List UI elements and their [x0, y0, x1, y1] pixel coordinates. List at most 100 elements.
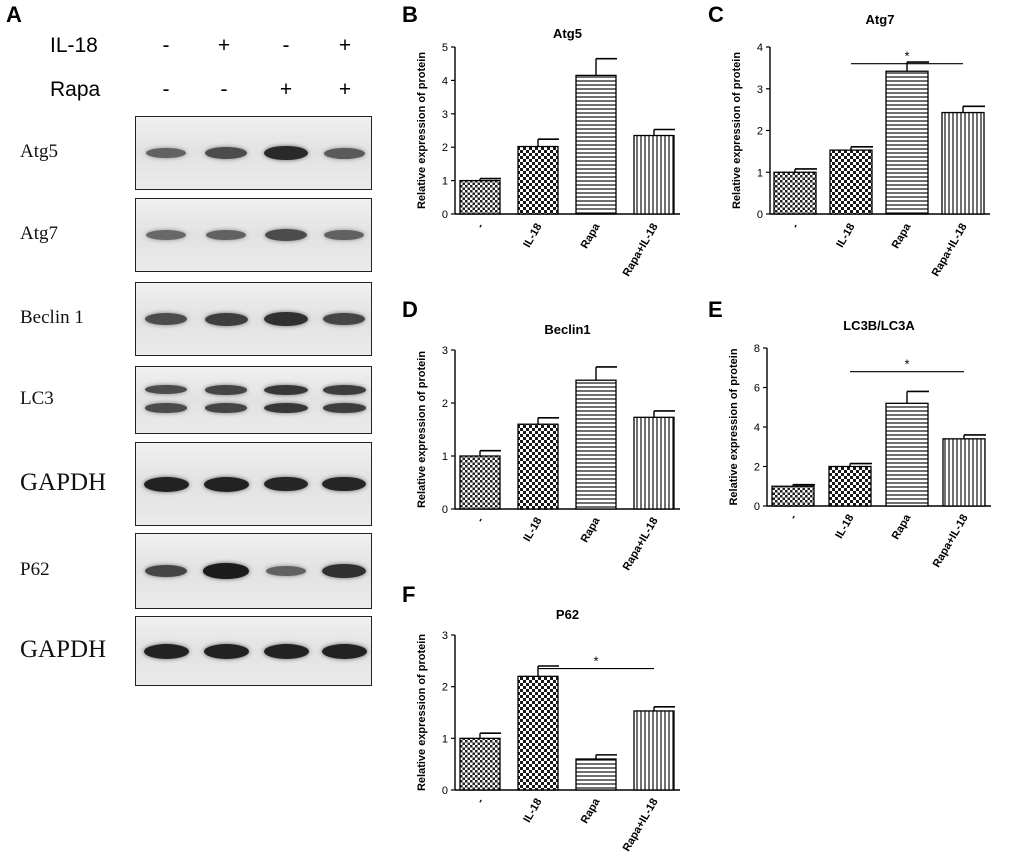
treatment-sign: +	[279, 78, 293, 101]
blot-band	[323, 229, 365, 241]
beclin1-bar-chart: Beclin1 Relative expression of protein 0 1 2…	[416, 322, 680, 573]
x-tick-label: IL-18	[521, 222, 544, 250]
blot-band	[145, 147, 187, 159]
blot-band	[205, 147, 247, 159]
treatment-sign: -	[282, 34, 290, 57]
x-tick-label: IL-18	[834, 222, 857, 250]
panel-d-letter: D	[402, 297, 418, 322]
blot-band	[265, 565, 307, 577]
x-tick-label: Rapa	[579, 515, 603, 545]
blot-band	[264, 384, 308, 395]
bar	[633, 416, 675, 510]
bar	[885, 402, 929, 507]
blot-band	[264, 312, 308, 326]
x-tick-label: IL-18	[521, 516, 544, 544]
y-tick-label: 1	[757, 167, 763, 179]
blot-band	[321, 476, 367, 492]
bar	[885, 70, 929, 215]
chart-title: Beclin1	[544, 322, 590, 337]
blot-band	[145, 403, 187, 413]
blot-band	[322, 312, 366, 326]
x-tick-label: -	[474, 515, 486, 524]
x-tick-label: Rapa	[890, 512, 914, 542]
x-tick-label: -	[787, 512, 799, 521]
y-tick-label: 0	[757, 209, 763, 221]
significance-star: *	[904, 49, 909, 64]
y-tick-label: 4	[757, 42, 763, 54]
significance-star: *	[593, 654, 598, 669]
significance-star: *	[904, 357, 909, 372]
blot-band	[322, 384, 366, 395]
y-axis-label: Relative expression of protein	[416, 634, 428, 791]
y-tick-label: 3	[757, 84, 763, 96]
y-tick-label: 2	[757, 126, 763, 138]
bar	[575, 379, 617, 510]
blot-band	[263, 476, 309, 492]
blot-band	[146, 230, 186, 240]
treatment-sign: +	[338, 78, 352, 101]
y-tick-label: 4	[754, 422, 760, 434]
blot-band	[204, 403, 248, 413]
bar	[459, 179, 501, 215]
y-tick-label: 1	[442, 733, 448, 745]
x-tick-label: IL-18	[833, 513, 856, 541]
bar	[828, 465, 872, 507]
blot-band	[323, 147, 365, 159]
bar	[517, 423, 559, 510]
x-tick-label: -	[789, 221, 801, 230]
blot-band	[204, 385, 248, 395]
treatment-sign: -	[162, 34, 170, 57]
panel-f-letter: F	[402, 582, 416, 607]
y-tick-label: 0	[754, 501, 760, 513]
blot-band	[205, 229, 247, 241]
bar	[941, 111, 985, 215]
blot-band	[144, 564, 188, 578]
blot-band	[143, 643, 189, 659]
y-tick-label: 6	[754, 383, 760, 395]
panel-c-letter: C	[708, 2, 724, 27]
bar	[773, 171, 817, 215]
blot-band	[321, 643, 367, 659]
blot-band	[322, 564, 366, 578]
bar	[575, 74, 617, 215]
x-tick-label: Rapa	[890, 221, 914, 251]
blot-label: Beclin 1	[20, 307, 84, 329]
bar	[633, 710, 675, 791]
y-axis-label: Relative expression of protein	[416, 351, 428, 508]
blot-band	[263, 145, 309, 161]
x-tick-label: Rapa+IL-18	[621, 516, 661, 573]
blot-band	[203, 476, 249, 492]
blot-label: LC3	[20, 388, 54, 410]
chart-title: P62	[556, 607, 579, 622]
blot-band	[263, 643, 309, 659]
blot-band	[203, 563, 249, 579]
y-tick-label: 0	[442, 209, 448, 221]
x-tick-label: Rapa+IL-18	[621, 797, 661, 854]
bar	[517, 145, 559, 215]
blot-band	[145, 313, 187, 325]
chart-title: Atg5	[553, 26, 582, 41]
x-tick-label: IL-18	[521, 797, 544, 825]
blot-band	[204, 312, 248, 326]
blot-band	[322, 403, 366, 414]
blot-band	[265, 229, 307, 241]
blot-label: Atg7	[20, 223, 58, 245]
x-tick-label: -	[474, 796, 486, 805]
y-tick-label: 2	[442, 398, 448, 410]
x-tick-label: Rapa+IL-18	[931, 513, 971, 570]
y-tick-label: 2	[754, 462, 760, 474]
bar	[829, 149, 873, 215]
y-tick-label: 8	[754, 343, 760, 355]
treatment-sign: +	[217, 34, 231, 57]
bar	[459, 737, 501, 791]
panel-e-letter: E	[708, 297, 723, 322]
blot-label: Atg5	[20, 141, 58, 163]
bar	[771, 485, 815, 507]
x-tick-label: Rapa	[579, 796, 603, 826]
treatment-sign: -	[220, 78, 228, 101]
y-tick-label: 2	[442, 142, 448, 154]
y-tick-label: 3	[442, 109, 448, 121]
blot-band	[143, 476, 189, 492]
blot-membrane	[135, 366, 372, 434]
bar	[633, 134, 675, 215]
